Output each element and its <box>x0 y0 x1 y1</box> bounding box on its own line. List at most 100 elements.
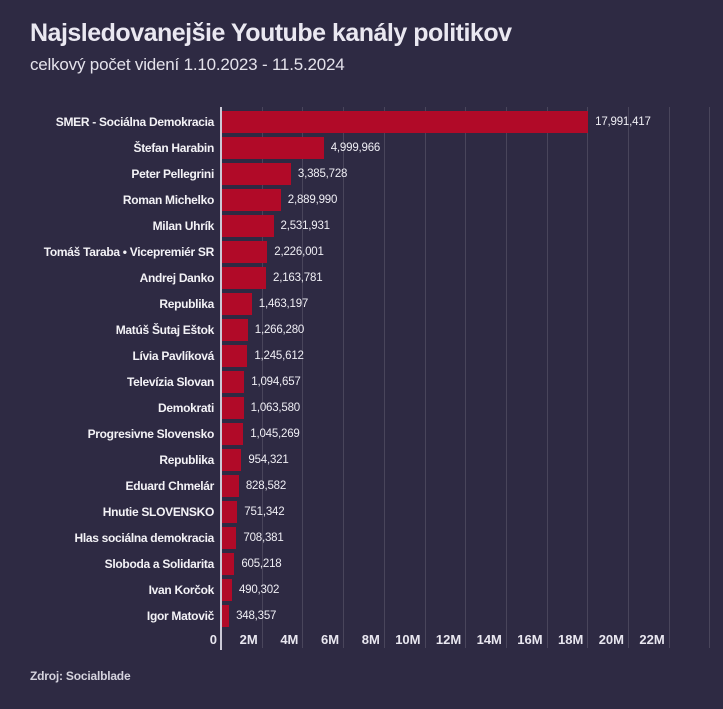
category-label: Republika <box>159 297 214 311</box>
bar-row: Ivan Korčok 490,302 <box>0 579 723 601</box>
value-label: 490,302 <box>238 584 280 596</box>
bar-row: Igor Matovič 348,357 <box>0 605 723 627</box>
x-axis-tick-label: 8M <box>361 632 380 647</box>
bar <box>222 449 242 471</box>
x-axis-tick-label: 20M <box>598 632 624 647</box>
gridline <box>383 107 385 648</box>
bar <box>222 397 244 419</box>
category-label: Lívia Pavlíková <box>132 349 214 363</box>
x-axis-tick-label: 6M <box>321 632 340 647</box>
category-label: Roman Michelko <box>122 193 214 207</box>
value-label: 605,218 <box>241 558 282 570</box>
value-label: 2,889,990 <box>287 194 338 206</box>
category-label: Hlas sociálna demokracia <box>74 531 214 545</box>
category-label: Andrej Danko <box>139 271 215 285</box>
category-label: Demokrati <box>158 401 214 415</box>
value-label: 1,045,269 <box>250 428 300 440</box>
bar-row: Tomáš Taraba • Vicepremiér SR 2,226,001 <box>0 241 723 263</box>
chart-header: Najsledovanejšie Youtube kanály politiko… <box>30 18 700 75</box>
bar <box>222 579 232 601</box>
bar-row: Demokrati 1,063,580 <box>0 397 723 419</box>
category-label: Milan Uhrík <box>152 219 215 233</box>
value-label: 1,094,657 <box>251 376 301 388</box>
gridline <box>302 107 304 648</box>
category-label: Ivan Korčok <box>148 583 215 597</box>
category-label: Eduard Chmelár <box>125 479 215 493</box>
bar <box>222 215 274 237</box>
category-label: Hnutie SLOVENSKO <box>102 505 215 519</box>
bar <box>222 293 252 315</box>
x-axis-tick-label: 12M <box>435 632 462 647</box>
category-label: Matúš Šutaj Eštok <box>115 323 215 337</box>
value-label: 828,582 <box>245 480 287 492</box>
category-label: Tomáš Taraba • Vicepremiér SR <box>43 245 215 259</box>
value-label: 1,245,612 <box>254 350 304 362</box>
value-label: 708,381 <box>243 532 284 544</box>
bar-row: Milan Uhrík 2,531,931 <box>0 215 723 237</box>
gridline <box>343 107 345 648</box>
value-label: 348,357 <box>236 610 277 622</box>
x-axis-tick-label: 16M <box>517 632 543 647</box>
value-label: 1,063,580 <box>250 402 301 414</box>
gridline <box>587 107 589 648</box>
value-label: 1,463,197 <box>258 298 309 310</box>
bar-row: Sloboda a Solidarita 605,218 <box>0 553 723 575</box>
category-label: Peter Pellegrini <box>131 167 214 181</box>
category-label: Štefan Harabin <box>133 141 215 155</box>
value-label: 1,266,280 <box>254 324 305 336</box>
bar-row: Štefan Harabin 4,999,966 <box>0 137 723 159</box>
chart-title: Najsledovanejšie Youtube kanály politiko… <box>30 19 512 47</box>
gridline <box>709 107 711 648</box>
value-label: 17,991,417 <box>595 116 651 128</box>
bar <box>222 475 239 497</box>
gridline <box>465 107 467 648</box>
bar-row: Andrej Danko 2,163,781 <box>0 267 723 289</box>
x-axis-tick-label: 0 <box>209 632 217 647</box>
x-axis-tick-label: 18M <box>558 632 584 647</box>
bar <box>222 345 248 367</box>
bar-row: SMER - Sociálna Demokracia 17,991,417 <box>0 111 723 133</box>
value-label: 2,531,931 <box>280 220 331 232</box>
bar <box>222 319 248 341</box>
category-label: Progresivne Slovensko <box>87 427 215 441</box>
value-label: 751,342 <box>244 506 285 518</box>
bar <box>222 189 281 211</box>
bar-row: Progresivne Slovensko 1,045,269 <box>0 423 723 445</box>
value-label: 4,999,966 <box>330 142 381 154</box>
bar <box>222 605 230 627</box>
bar <box>222 527 237 549</box>
x-axis-tick-label: 2M <box>239 632 258 647</box>
gridline <box>628 107 629 648</box>
chart-subtitle: celkový počet videní 1.10.2023 - 11.5.20… <box>30 55 345 75</box>
category-label: Igor Matovič <box>146 609 214 623</box>
bar-row: Lívia Pavlíková 1,245,612 <box>0 345 723 367</box>
category-label: SMER - Sociálna Demokracia <box>55 115 215 129</box>
bar <box>222 553 235 575</box>
source-note: Zdroj: Socialblade <box>30 669 131 683</box>
bar <box>222 163 291 185</box>
bar <box>222 267 267 289</box>
bar-row: Hnutie SLOVENSKO 751,342 <box>0 501 723 523</box>
bar-row: Republika 954,321 <box>0 449 723 471</box>
gridline <box>505 107 507 648</box>
value-label: 3,385,728 <box>297 168 348 180</box>
bar-row: Peter Pellegrini 3,385,728 <box>0 163 723 185</box>
bar-row: Televízia Slovan 1,094,657 <box>0 371 723 393</box>
bar <box>222 137 324 159</box>
x-axis-tick-label: 4M <box>280 632 299 647</box>
bar-row: Matúš Šutaj Eštok 1,266,280 <box>0 319 723 341</box>
gridline <box>546 107 548 648</box>
bar <box>222 371 245 393</box>
gridline <box>424 107 426 648</box>
bar <box>222 111 589 133</box>
bar <box>222 501 238 523</box>
category-label: Sloboda a Solidarita <box>104 557 215 571</box>
category-label: Televízia Slovan <box>126 375 214 389</box>
bar-row: Republika 1,463,197 <box>0 293 723 315</box>
bar-row: Hlas sociálna demokracia 708,381 <box>0 527 723 549</box>
x-axis-tick-label: 22M <box>639 632 665 647</box>
bar <box>222 241 268 263</box>
gridline <box>668 107 670 648</box>
